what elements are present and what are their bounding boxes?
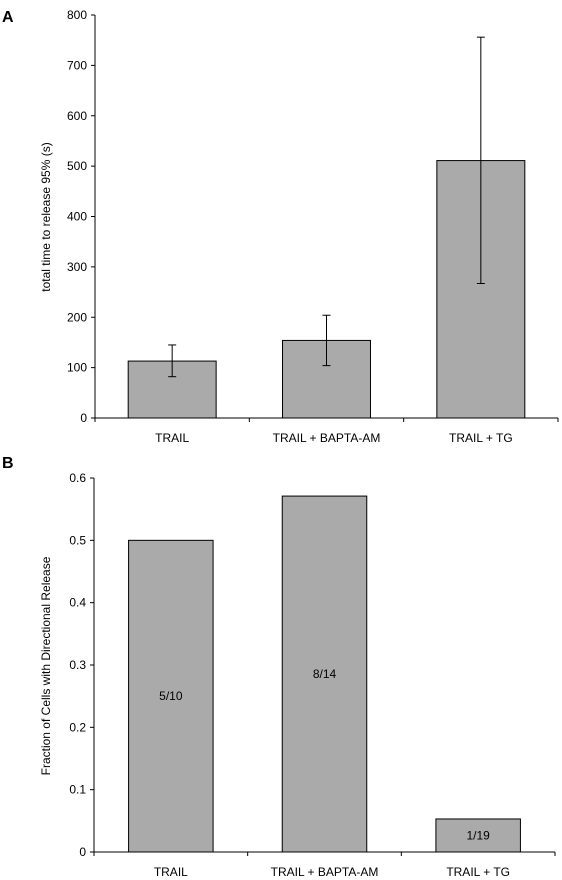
x-tick-label: TRAIL	[154, 865, 188, 879]
panel-b: B Fraction of Cells with Directional Rel…	[2, 455, 556, 879]
panel-b-y-axis-label: Fraction of Cells with Directional Relea…	[39, 556, 53, 775]
x-tick-label: TRAIL + BAPTA-AM	[273, 431, 381, 445]
panel-a: A total time to release 95% (s) 0 100 200 3…	[2, 8, 559, 445]
y-tick-label: 200	[67, 310, 87, 324]
x-tick-label: TRAIL + TG	[449, 431, 513, 445]
y-tick-label: 0	[80, 411, 87, 425]
bar	[128, 539, 214, 853]
panel-b-letter: B	[2, 455, 14, 472]
y-tick-label: 300	[67, 260, 87, 274]
y-tick-label: 0.2	[69, 720, 86, 734]
bar-data-label: 5/10	[159, 689, 183, 703]
panel-a-y-axis-label: total time to release 95% (s)	[39, 142, 53, 291]
y-tick-label: 0.6	[69, 471, 86, 485]
panel-b-axes: 0 0.1 0.2 0.3 0.4 0.5 0.6 TRAIL TRAIL + BAPTA-AM…	[69, 471, 556, 879]
panel-a-axes: 0 100 200 300 400 500 600 700 800 TRAIL TRAIL + BA…	[67, 8, 559, 445]
y-tick-label: 800	[67, 8, 87, 22]
y-tick-label: 400	[67, 210, 87, 224]
y-tick-label: 0	[79, 845, 86, 859]
y-tick-label: 0.1	[69, 783, 86, 797]
panel-a-letter: A	[2, 9, 14, 26]
bar	[281, 495, 368, 853]
bar	[435, 818, 521, 853]
y-tick-label: 0.5	[69, 533, 86, 547]
panel-b-bars: 5/10 8/14 1/19	[128, 495, 521, 853]
x-tick-label: TRAIL + TG	[446, 865, 510, 879]
y-tick-label: 100	[67, 361, 87, 375]
panel-a-bars	[127, 36, 526, 419]
y-tick-label: 0.4	[69, 596, 86, 610]
y-tick-label: 500	[67, 159, 87, 173]
y-tick-label: 700	[67, 58, 87, 72]
x-tick-label: TRAIL	[155, 431, 189, 445]
y-tick-label: 600	[67, 109, 87, 123]
y-tick-label: 0.3	[69, 658, 86, 672]
x-tick-label: TRAIL + BAPTA-AM	[271, 865, 379, 879]
bar-data-label: 8/14	[313, 667, 337, 681]
bar-data-label: 1/19	[466, 828, 490, 842]
